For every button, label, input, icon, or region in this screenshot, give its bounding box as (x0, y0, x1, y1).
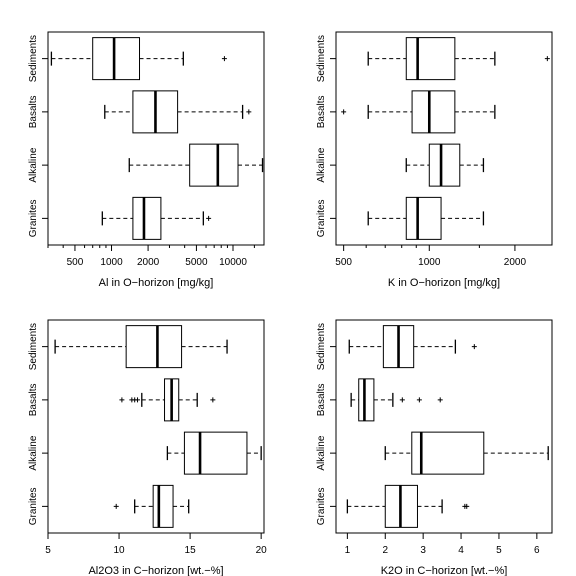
category-label: Alkaline (316, 147, 327, 182)
x-tick-label: 15 (185, 545, 197, 556)
category-label: Alkaline (28, 435, 39, 470)
panel-al2o3-c-horizon: 5 10 15 20 Al2O3 in C−horizon [wt.−%] Granite… (28, 319, 268, 576)
category-label: Sediments (28, 35, 39, 82)
x-tick-label: 10 (113, 545, 125, 556)
box-iqr (358, 378, 375, 422)
x-axis-title: Al in O−horizon [mg/kg] (99, 277, 214, 289)
x-tick-label: 2 (382, 545, 388, 556)
x-tick-label: 500 (67, 257, 84, 268)
plot-frame (335, 319, 553, 534)
x-tick-label: 4 (458, 545, 464, 556)
x-tick-label: 6 (534, 545, 540, 556)
box-iqr (152, 484, 174, 528)
panel-k2o-c-horizon: 1 2 3 4 5 6 K2O in C−horizon [wt.−%] Granites Al… (316, 319, 553, 576)
box-iqr (405, 37, 456, 81)
category-label: Granites (316, 199, 327, 237)
category-label: Basalts (28, 95, 39, 128)
x-axis-title: K2O in C−horizon [wt.−%] (381, 565, 508, 576)
x-axis-title: K in O−horizon [mg/kg] (388, 277, 500, 289)
panel-al-o-horizon: 500 1000 2000 5000 10000 Al in O−horizon [mg/… (28, 31, 265, 289)
plot-frame (335, 31, 553, 246)
x-tick-label: 3 (420, 545, 426, 556)
box-iqr (428, 143, 461, 187)
x-tick-label: 5 (496, 545, 502, 556)
panel-k-o-horizon: 500 1000 2000 K in O−horizon [mg/kg] Granite… (316, 31, 553, 289)
x-tick-label: 1 (345, 545, 351, 556)
x-tick-label: 5000 (185, 257, 208, 268)
category-label: Basalts (316, 383, 327, 416)
box-iqr (92, 37, 141, 81)
category-label: Sediments (28, 323, 39, 370)
box-iqr (411, 90, 456, 134)
plot-frame (47, 319, 265, 534)
category-label: Sediments (316, 35, 327, 82)
x-tick-label: 10000 (219, 257, 247, 268)
category-label: Alkaline (316, 435, 327, 470)
box-iqr (125, 325, 183, 369)
box-iqr (189, 143, 239, 187)
x-tick-label: 5 (45, 545, 51, 556)
box-iqr (411, 431, 485, 475)
plot-frame (47, 31, 265, 246)
category-label: Basalts (28, 383, 39, 416)
x-tick-label: 1000 (418, 257, 441, 268)
x-tick-label: 2000 (137, 257, 160, 268)
x-tick-label: 2000 (504, 257, 527, 268)
box-iqr (183, 431, 248, 475)
box-iqr (405, 196, 442, 240)
x-tick-label: 500 (335, 257, 352, 268)
box-iqr (132, 196, 162, 240)
category-label: Granites (28, 199, 39, 237)
category-label: Sediments (316, 323, 327, 370)
category-label: Basalts (316, 95, 327, 128)
x-tick-label: 20 (256, 545, 268, 556)
x-axis-title: Al2O3 in C−horizon [wt.−%] (88, 565, 223, 576)
x-tick-label: 1000 (100, 257, 123, 268)
category-label: Granites (28, 487, 39, 525)
category-label: Granites (316, 487, 327, 525)
category-label: Alkaline (28, 147, 39, 182)
